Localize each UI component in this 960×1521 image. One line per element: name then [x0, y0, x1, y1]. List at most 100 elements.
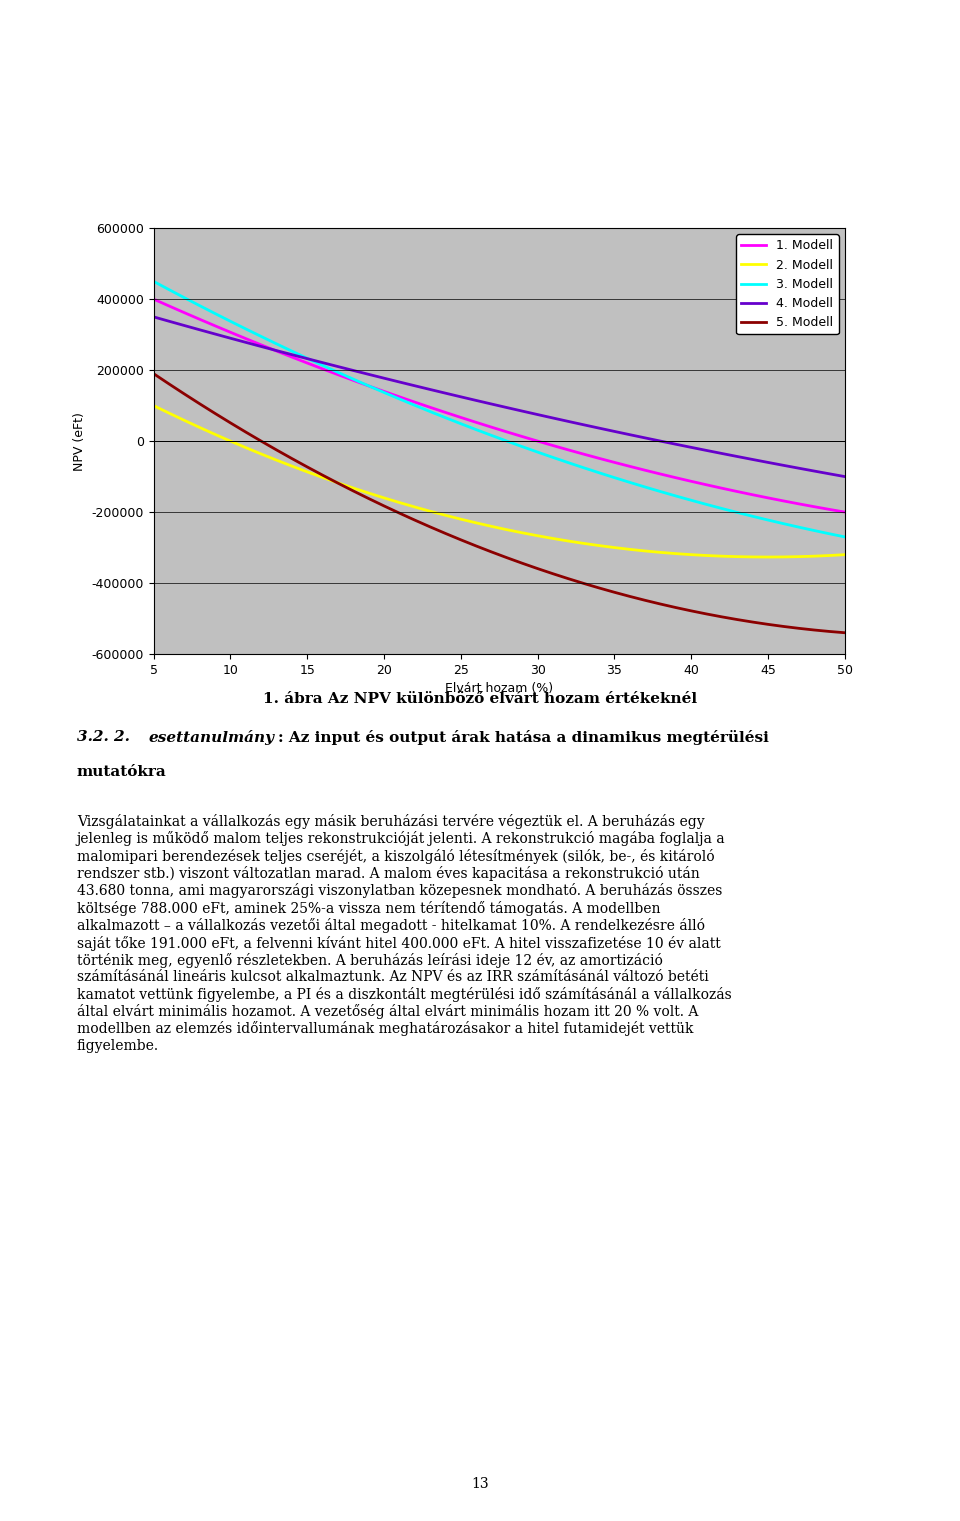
5. Modell [578, 575, 589, 593]
2. Modell [609, 538, 620, 557]
3. Modell [440, 409, 451, 427]
3. Modell [179, 289, 190, 307]
4. Modell [271, 341, 282, 359]
5. Modell [424, 517, 436, 535]
Text: esettanulmány: esettanulmány [149, 730, 275, 745]
3. Modell [286, 342, 298, 360]
5. Modell [363, 490, 374, 508]
Text: 3.2. 2.: 3.2. 2. [77, 730, 135, 744]
1. Modell [317, 360, 328, 379]
1. Modell [148, 291, 159, 309]
3. Modell [378, 383, 390, 402]
4. Modell [301, 350, 313, 368]
1. Modell [655, 465, 666, 484]
Line: 2. Modell: 2. Modell [154, 406, 845, 557]
3. Modell [255, 327, 267, 345]
1. Modell [808, 497, 820, 516]
4. Modell [685, 438, 697, 456]
2. Modell [839, 546, 851, 564]
3. Modell [409, 395, 420, 414]
1. Modell [301, 354, 313, 373]
3. Modell [762, 511, 774, 529]
1. Modell [470, 414, 482, 432]
2. Modell [563, 532, 574, 551]
1. Modell [685, 472, 697, 490]
4. Modell [163, 312, 175, 330]
4. Modell [255, 338, 267, 356]
3. Modell [317, 356, 328, 374]
4. Modell [808, 462, 820, 481]
4. Modell [317, 353, 328, 371]
Line: 1. Modell: 1. Modell [154, 300, 845, 513]
3. Modell [778, 514, 789, 532]
5. Modell [409, 511, 420, 529]
1. Modell [348, 371, 359, 389]
3. Modell [824, 525, 835, 543]
2. Modell [317, 468, 328, 487]
2. Modell [808, 548, 820, 566]
1. Modell [593, 449, 605, 467]
3. Modell [655, 482, 666, 500]
5. Modell [348, 482, 359, 500]
2. Modell [301, 462, 313, 481]
4. Modell [179, 316, 190, 335]
4. Modell [225, 329, 236, 347]
Text: Vizsgálatainkat a vállalkozás egy másik beruházási tervére végeztük el. A beruhá: Vizsgálatainkat a vállalkozás egy másik … [77, 814, 732, 1053]
4. Modell [394, 373, 405, 391]
1. Modell [701, 476, 712, 494]
2. Modell [639, 541, 651, 560]
5. Modell [255, 432, 267, 450]
5. Modell [778, 618, 789, 636]
5. Modell [547, 564, 559, 583]
X-axis label: Elvárt hozam (%): Elvárt hozam (%) [445, 683, 553, 695]
2. Modell [194, 418, 205, 437]
3. Modell [424, 403, 436, 421]
2. Modell [732, 548, 743, 566]
2. Modell [424, 502, 436, 520]
4. Modell [148, 307, 159, 325]
1. Modell [240, 330, 252, 348]
3. Modell [624, 473, 636, 491]
2. Modell [624, 540, 636, 558]
2. Modell [701, 546, 712, 564]
1. Modell [762, 488, 774, 506]
4. Modell [747, 450, 758, 468]
Text: 1. ábra Az NPV különböző elvárt hozam értékeknél: 1. ábra Az NPV különböző elvárt hozam ér… [263, 692, 697, 706]
Line: 5. Modell: 5. Modell [154, 374, 845, 633]
Line: 4. Modell: 4. Modell [154, 316, 845, 476]
3. Modell [240, 319, 252, 338]
3. Modell [470, 420, 482, 438]
4. Modell [732, 447, 743, 465]
5. Modell [685, 602, 697, 621]
4. Modell [409, 377, 420, 395]
3. Modell [363, 377, 374, 395]
Legend: 1. Modell, 2. Modell, 3. Modell, 4. Modell, 5. Modell: 1. Modell, 2. Modell, 3. Modell, 4. Mode… [736, 234, 838, 335]
5. Modell [793, 619, 804, 637]
4. Modell [701, 441, 712, 459]
1. Modell [179, 304, 190, 322]
Text: : Az input és output árak hatása a dinamikus megtérülési: : Az input és output árak hatása a dinam… [278, 730, 769, 745]
3. Modell [747, 506, 758, 525]
2. Modell [655, 543, 666, 561]
5. Modell [655, 595, 666, 613]
4. Modell [348, 362, 359, 380]
3. Modell [701, 496, 712, 514]
1. Modell [516, 427, 528, 446]
1. Modell [271, 342, 282, 360]
5. Modell [563, 569, 574, 587]
4. Modell [455, 388, 467, 406]
1. Modell [332, 365, 344, 383]
1. Modell [563, 441, 574, 459]
2. Modell [824, 546, 835, 564]
2. Modell [486, 517, 497, 535]
5. Modell [271, 441, 282, 459]
Y-axis label: NPV (eFt): NPV (eFt) [73, 412, 86, 470]
2. Modell [716, 548, 728, 566]
3. Modell [194, 297, 205, 315]
4. Modell [363, 365, 374, 383]
3. Modell [685, 491, 697, 510]
2. Modell [670, 545, 682, 563]
2. Modell [501, 520, 513, 538]
4. Modell [563, 412, 574, 430]
1. Modell [747, 485, 758, 503]
